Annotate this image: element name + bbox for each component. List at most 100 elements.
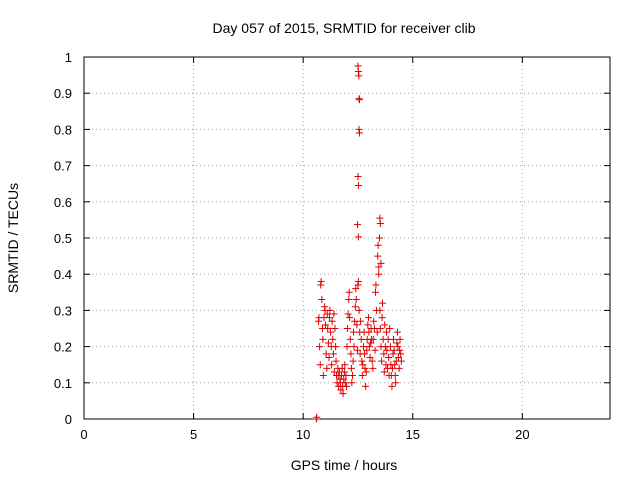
data-point — [313, 413, 321, 421]
data-point — [365, 328, 373, 336]
y-tick-label: 0.4 — [54, 267, 72, 282]
data-point — [318, 296, 326, 304]
data-point — [366, 353, 374, 361]
data-point — [327, 328, 335, 336]
y-tick-label: 1 — [65, 50, 72, 65]
data-point — [393, 339, 401, 347]
data-point — [391, 361, 399, 369]
x-axis-label: GPS time / hours — [291, 457, 398, 473]
data-point — [392, 379, 400, 387]
x-tick-label: 0 — [80, 427, 87, 442]
data-point — [343, 382, 351, 390]
data-point — [351, 317, 359, 325]
data-point — [354, 172, 362, 180]
data-point — [324, 339, 332, 347]
data-point — [359, 343, 367, 351]
data-point — [379, 299, 387, 307]
data-point — [347, 364, 355, 372]
data-point — [375, 234, 383, 242]
data-point — [395, 353, 403, 361]
data-point — [376, 220, 384, 228]
data-point — [322, 321, 330, 329]
data-point — [319, 372, 327, 380]
data-point — [328, 361, 336, 369]
data-point — [396, 335, 404, 343]
data-point — [322, 350, 330, 358]
data-point — [340, 368, 348, 376]
data-point — [323, 310, 331, 318]
grid — [84, 57, 610, 419]
data-point — [352, 296, 360, 304]
data-point — [386, 325, 394, 332]
data-point — [355, 129, 363, 137]
chart-title: Day 057 of 2015, SRMTID for receiver cli… — [213, 20, 476, 36]
data-point — [395, 364, 403, 372]
data-point — [332, 343, 340, 351]
data-point — [396, 346, 404, 354]
data-point — [359, 361, 367, 369]
data-point — [391, 372, 399, 380]
data-point — [357, 335, 365, 343]
data-point — [329, 350, 337, 358]
data-point — [346, 314, 354, 322]
data-point — [376, 325, 384, 332]
data-point — [352, 285, 360, 293]
data-point — [380, 350, 388, 358]
y-tick-label: 0.3 — [54, 303, 72, 318]
axis-ticks — [83, 56, 610, 420]
data-point — [370, 325, 378, 332]
data-point — [325, 353, 333, 361]
data-point — [362, 382, 370, 390]
y-tick-label: 0.6 — [54, 195, 72, 210]
data-point — [347, 350, 355, 358]
data-point — [362, 368, 370, 376]
data-point — [374, 252, 382, 260]
x-tick-label: 5 — [190, 427, 197, 442]
data-point — [374, 241, 382, 249]
data-point — [324, 325, 332, 332]
data-point — [389, 350, 397, 358]
data-points — [312, 62, 405, 423]
data-point — [326, 306, 334, 314]
data-point — [349, 357, 357, 365]
y-tick-labels: 0 0.1 0.2 0.3 0.4 0.5 0.6 0.7 0.8 0.9 1 — [54, 50, 72, 427]
data-point — [357, 317, 365, 325]
data-point — [367, 339, 375, 347]
data-point — [332, 357, 340, 365]
data-point — [383, 346, 391, 354]
y-tick-label: 0.1 — [54, 376, 72, 391]
data-point — [355, 306, 363, 314]
data-point — [345, 296, 353, 304]
data-point — [341, 379, 349, 387]
data-point — [354, 182, 362, 190]
data-point — [319, 335, 327, 343]
data-point — [369, 364, 377, 372]
data-point — [389, 335, 397, 343]
x-tick-labels: 0 5 10 15 20 — [80, 427, 529, 442]
data-point — [378, 314, 386, 322]
data-point — [355, 72, 363, 80]
data-point — [358, 357, 366, 365]
data-point — [323, 364, 331, 372]
data-point — [346, 335, 354, 343]
data-point — [348, 379, 356, 387]
data-point — [386, 343, 394, 351]
data-point — [382, 328, 390, 336]
data-point — [370, 317, 378, 325]
data-point — [343, 343, 351, 351]
data-point — [369, 335, 377, 343]
data-point — [354, 233, 362, 241]
data-point — [338, 364, 346, 372]
data-point — [344, 310, 352, 318]
data-point — [368, 357, 376, 365]
data-point — [371, 288, 379, 296]
data-point — [378, 357, 386, 365]
data-point — [397, 350, 405, 358]
data-point — [340, 375, 348, 383]
data-point — [354, 221, 362, 229]
data-point — [337, 386, 345, 394]
data-point — [393, 328, 401, 336]
y-tick-label: 0 — [65, 412, 72, 427]
y-tick-label: 0.2 — [54, 340, 72, 355]
